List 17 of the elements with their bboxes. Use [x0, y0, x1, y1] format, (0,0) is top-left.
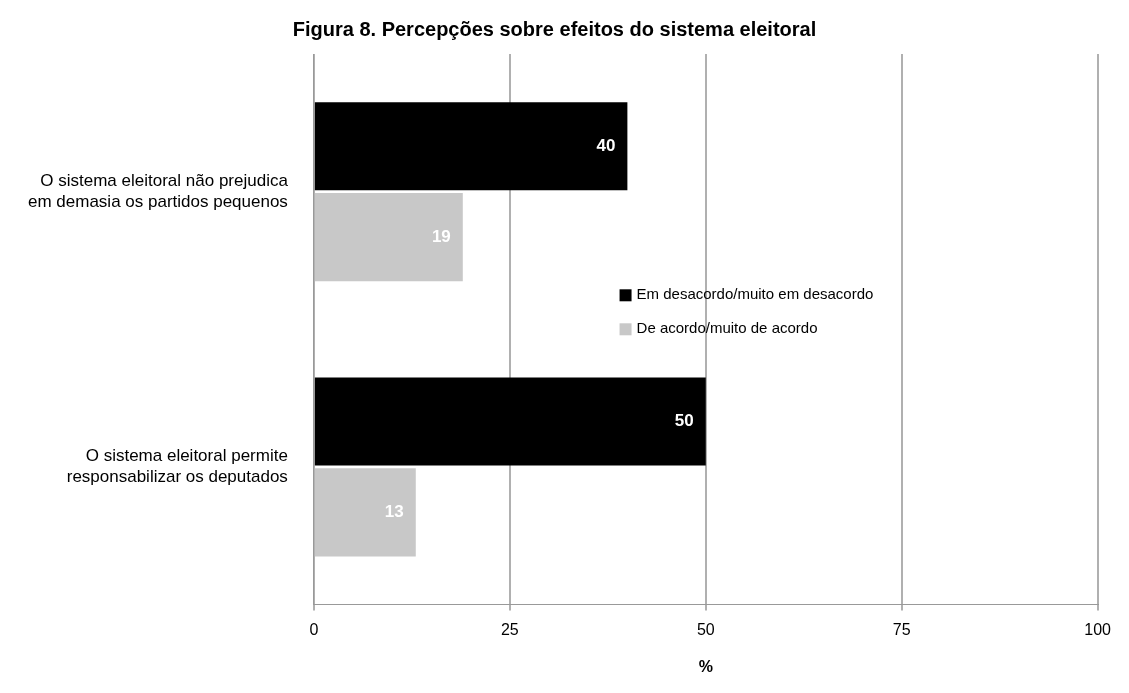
bar — [314, 102, 628, 191]
chart-title: Figura 8. Percepções sobre efeitos do sistema eleitoral — [292, 17, 817, 40]
bar — [314, 193, 463, 282]
x-tick-label: 75 — [892, 620, 911, 638]
y-tick-label: O sistema eleitoral não prejudica em demasia os partidos pequenos — [27, 171, 289, 211]
x-tick-label: 0 — [309, 620, 319, 638]
legend-label: De acordo/muito de acordo — [636, 319, 818, 337]
x-tick-label: 25 — [500, 620, 519, 638]
x-axis-title: % — [698, 657, 713, 675]
data-label: 40 — [596, 135, 616, 155]
bar — [314, 468, 416, 557]
x-tick-label: 50 — [696, 620, 715, 638]
data-label: 50 — [674, 411, 694, 431]
x-tick-label: 100 — [1084, 620, 1112, 638]
bar — [314, 377, 706, 466]
y-tick-label: O sistema eleitoral permite responsabilizar os deputados — [66, 446, 288, 486]
legend-label: Em desacordo/muito em desacordo — [636, 285, 874, 303]
